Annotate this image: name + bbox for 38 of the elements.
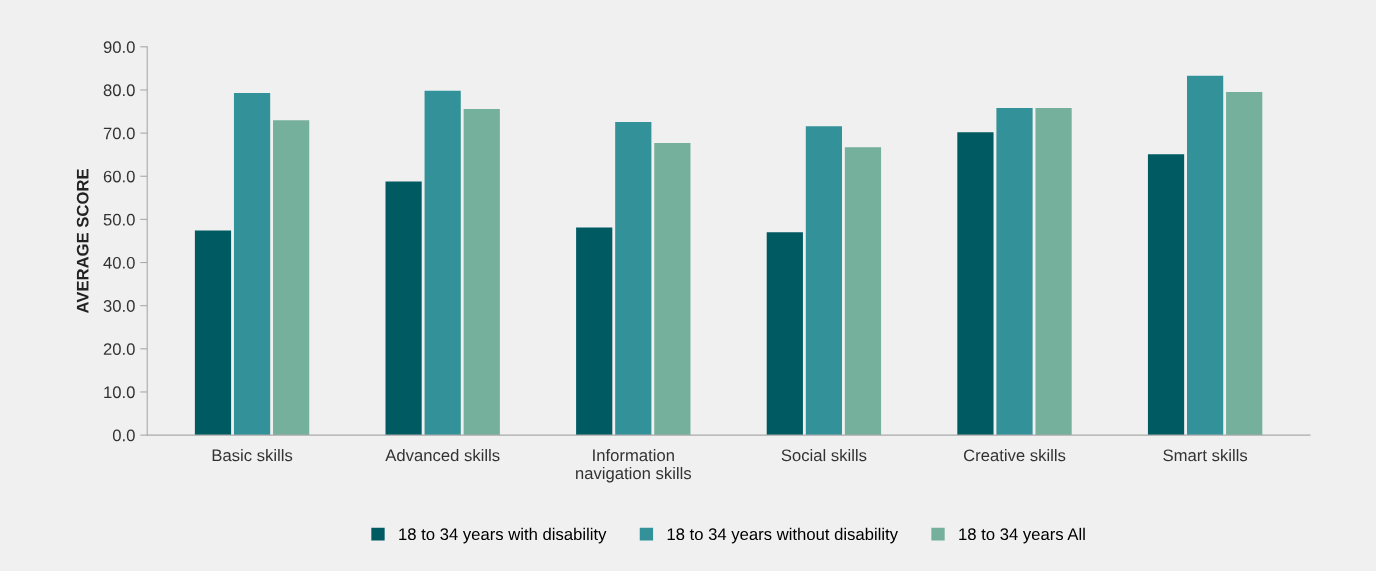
bar xyxy=(1226,92,1263,436)
legend-label: 18 to 34 years All xyxy=(959,527,1085,544)
y-tick-label: 90.0 xyxy=(103,41,135,54)
y-tick-label: 40.0 xyxy=(103,256,135,269)
legend-label: 18 to 34 years with disability xyxy=(399,527,607,544)
y-tick-label: 30.0 xyxy=(103,300,135,312)
y-axis-title: AVERAGE SCORE xyxy=(76,169,89,314)
bar xyxy=(654,143,691,436)
bar xyxy=(615,121,652,436)
y-tick-label: 20.0 xyxy=(103,343,135,356)
x-tick-label: Information navigation skills xyxy=(576,448,692,483)
bar xyxy=(1035,108,1072,436)
bar xyxy=(463,108,500,436)
bar xyxy=(273,120,310,436)
bar xyxy=(844,147,882,436)
x-tick-label: Creative skills xyxy=(963,448,1066,462)
x-tick-label: Social skills xyxy=(781,448,867,462)
y-tick-label: 50.0 xyxy=(103,213,135,226)
y-tick-label: 80.0 xyxy=(103,84,135,97)
bar xyxy=(996,108,1033,436)
y-tick-label: 0.0 xyxy=(112,429,135,442)
legend-label: 18 to 34 years without disability xyxy=(667,527,898,544)
bar xyxy=(233,92,271,436)
x-tick-label: Smart skills xyxy=(1163,448,1248,462)
bar xyxy=(424,90,461,436)
bar xyxy=(1187,75,1224,436)
bar xyxy=(957,132,994,436)
y-tick-label: 60.0 xyxy=(103,170,135,183)
x-tick-label: Basic skills xyxy=(212,448,293,462)
bar xyxy=(385,181,422,436)
bar xyxy=(576,227,613,436)
bar xyxy=(1147,154,1185,436)
x-tick-label: Advanced skills xyxy=(385,448,500,462)
bar xyxy=(194,230,232,436)
bar xyxy=(805,126,842,436)
y-tick-label: 10.0 xyxy=(104,386,135,399)
y-tick-label: 70.0 xyxy=(103,127,135,140)
bar xyxy=(766,232,803,436)
